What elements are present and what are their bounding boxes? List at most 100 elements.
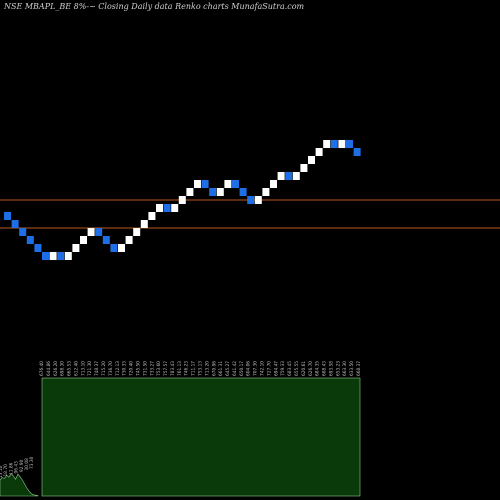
volume-tick-label: 720.40 [129,361,135,376]
volume-tick-label: 670.96 [211,361,217,376]
volume-tick-label: 783.43 [170,361,176,376]
renko-brick [49,252,57,260]
volume-area-left [0,473,39,497]
volume-tick-label: 707.30 [253,361,259,376]
volume-tick-label: 641.42 [232,361,238,376]
volume-tick-label: 688.43 [322,361,328,376]
volume-tick-label: 746.23 [184,361,190,376]
renko-brick [315,148,323,156]
renko-brick [186,188,194,196]
volume-tick-label: 644.86 [46,361,52,376]
volume-tick-label: 742.10 [260,361,266,376]
volume-tick-label: 620.61 [301,361,307,376]
volume-tick-label: 18.70 [3,464,9,477]
volume-tick-label: 663.30 [342,361,348,376]
volume-tick-label: 727.70 [266,361,272,376]
renko-brick [64,252,72,260]
renko-brick [194,180,201,188]
renko-brick [163,204,171,212]
renko-brick [201,180,209,188]
renko-brick [353,148,361,156]
volume-tick-label: 13.10 [0,465,4,478]
renko-brick [19,228,27,236]
renko-brick [247,196,255,204]
volume-tick-label: 731.50 [142,361,148,376]
volume-tick-label: 645.27 [225,361,231,376]
volume-tick-label: 736.70 [108,361,114,376]
renko-brick [57,252,65,260]
renko-brick [125,236,133,244]
volume-panel [0,377,361,497]
volume-tick-label: 698.30 [60,361,66,376]
volume-tick-label: 730.33 [122,361,128,376]
renko-brick [148,212,156,220]
volume-tick-label: 626.20 [53,361,59,376]
volume-tick-label: 92.90 [19,459,25,472]
volume-tick-label: 650.17 [239,361,245,376]
volume-tick-label: 604.06 [246,361,252,376]
renko-brick [262,188,270,196]
volume-tick-label: 661.31 [218,361,224,376]
volume-tick-label: 684.35 [315,361,321,376]
renko-brick [239,188,247,196]
renko-brick [140,220,148,228]
volume-tick-label: 653.23 [335,361,341,376]
renko-brick [26,236,34,244]
volume-tick-label: 626.70 [308,361,314,376]
renko-bricks [4,140,361,260]
renko-brick [4,212,11,220]
volume-tick-label: 713.20 [204,361,210,376]
volume-tick-label: 713.10 [80,361,86,376]
volume-tick-label: 757.57 [163,361,169,376]
renko-brick [300,164,308,172]
renko-brick [209,188,217,196]
volume-tick-label: 761.13 [177,361,183,376]
renko-brick [11,220,19,228]
volume-tick-label: 73.30 [29,456,35,469]
renko-brick [308,156,315,164]
volume-tick-label: 668.37 [356,361,362,376]
volume-tick-label: 721.30 [87,361,93,376]
volume-tick-label: 694.47 [273,361,279,376]
volume-area-right [41,377,361,497]
volume-tick-label: 759.33 [280,361,286,376]
renko-brick [277,172,285,180]
volume-tick-label: 711.17 [191,361,197,376]
volume-tick-label: 30.08 [24,458,30,471]
volume-tick-label: 745.50 [136,361,142,376]
renko-brick [292,172,300,180]
level-lines [0,199,500,229]
renko-brick [323,140,331,148]
renko-brick [171,204,179,212]
renko-brick [110,244,118,252]
volume-tick-label: 612.40 [74,361,80,376]
volume-tick-label: 655.55 [294,361,300,376]
volume-tick-label: 753.13 [198,361,204,376]
renko-brick [102,236,110,244]
renko-brick [72,244,80,252]
renko-brick [87,228,95,236]
volume-tick-label: 715.20 [101,361,107,376]
volume-tick-label: 633.50 [349,361,355,376]
renko-brick [42,252,49,260]
volume-tick-label: 693.58 [328,361,334,376]
renko-brick [133,228,141,236]
volume-tick-label: 753.60 [156,361,162,376]
renko-brick [270,180,277,188]
renko-brick [80,236,87,244]
renko-brick [232,180,239,188]
renko-brick [118,244,125,252]
renko-brick [346,140,353,148]
renko-brick [178,196,186,204]
volume-tick-label: 665.53 [67,361,73,376]
renko-brick [224,180,232,188]
renko-brick [330,140,338,148]
volume-tick-label: 748.37 [94,361,100,376]
renko-brick [338,140,346,148]
renko-brick [95,228,103,236]
volume-tick-label: 683.45 [287,361,293,376]
renko-brick [156,204,163,212]
volume-tick-labels: 13.10 18.70 11.86 96.43 92.90 30.08 73.30 676.4… [0,361,362,478]
